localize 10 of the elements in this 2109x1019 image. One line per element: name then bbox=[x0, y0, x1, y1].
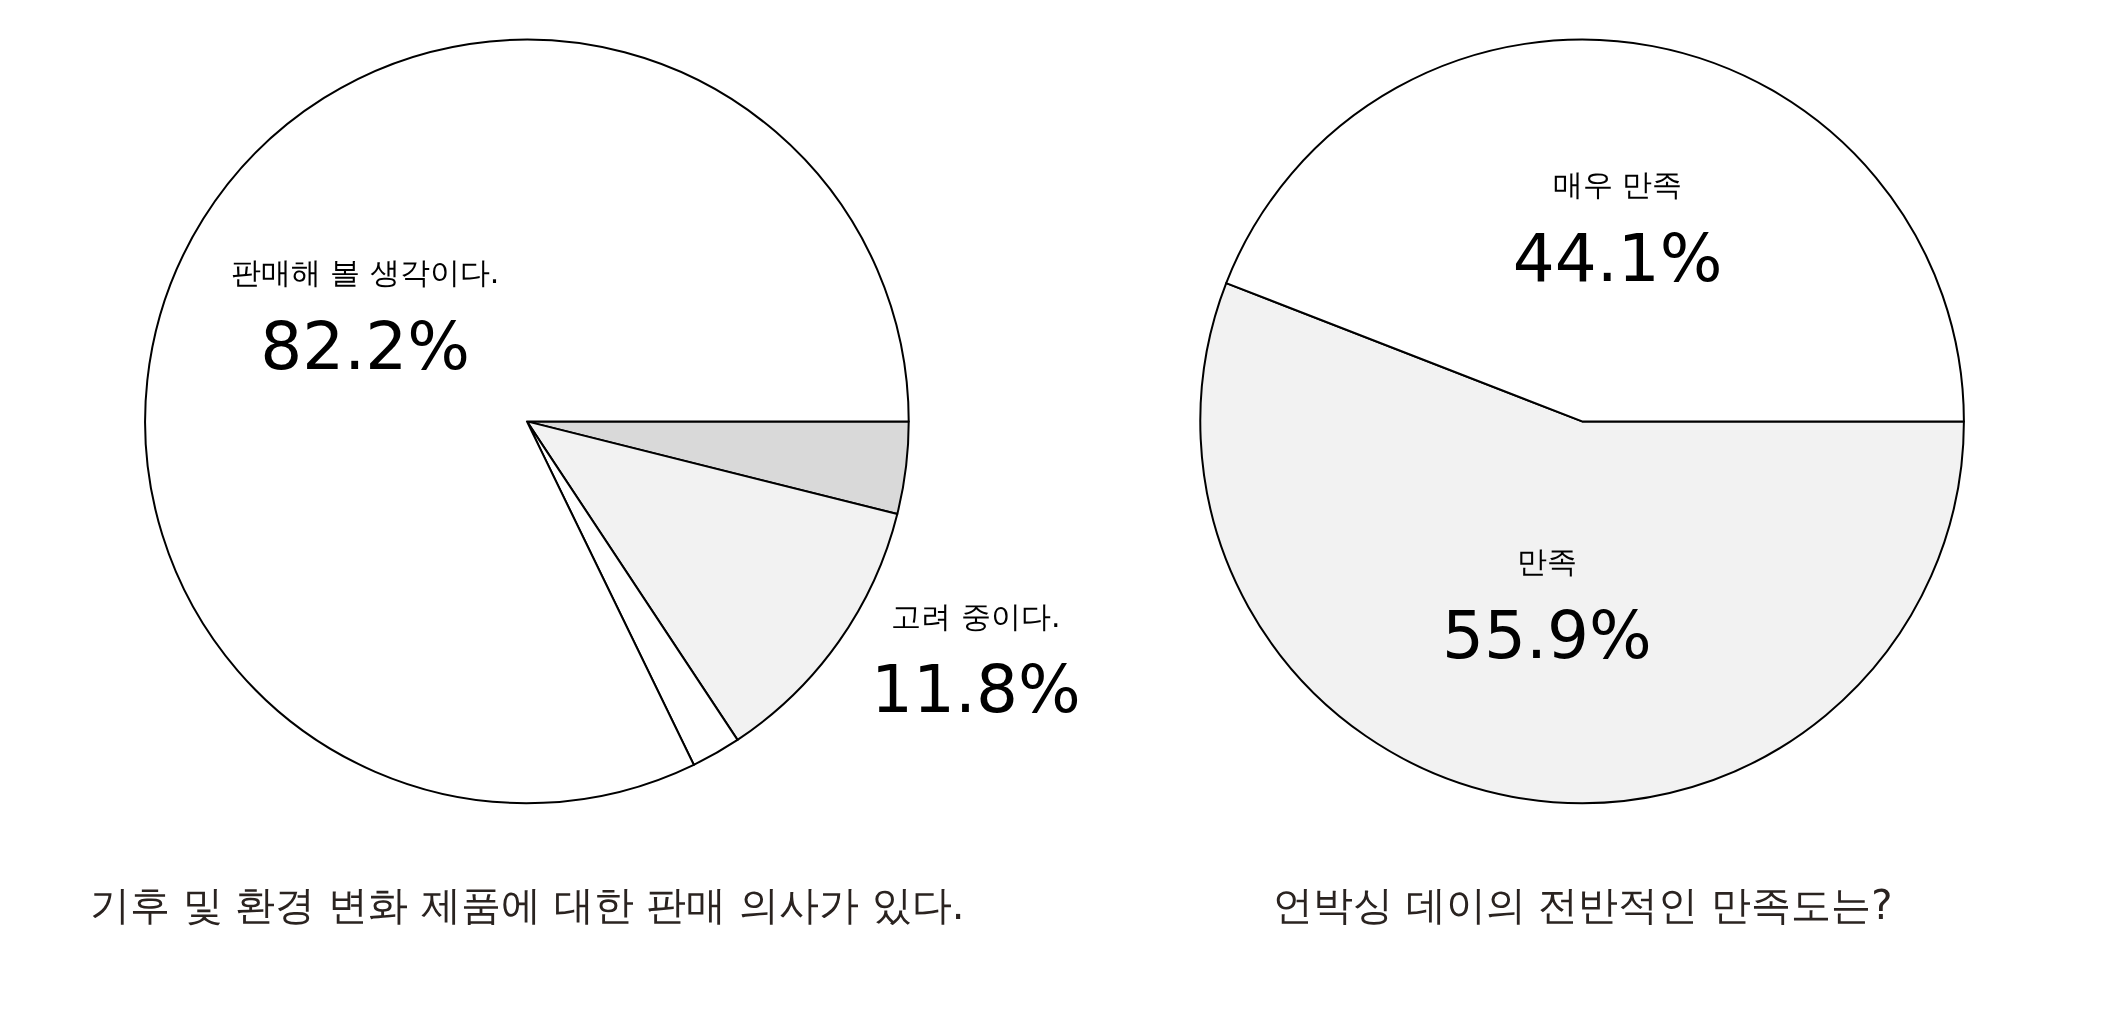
slice-label: 만족 bbox=[1516, 544, 1577, 580]
slice-label: 고려 중이다. bbox=[891, 598, 1061, 634]
slice-label: 매우 만족 bbox=[1552, 167, 1683, 203]
data-label: 82.2% bbox=[260, 308, 470, 386]
slice-label: 판매해 볼 생각이다. bbox=[230, 255, 500, 291]
data-label: 55.9% bbox=[1442, 596, 1652, 674]
data-label: 11.8% bbox=[871, 651, 1081, 729]
text: 언박싱 데이의 전반적인 만족도는? bbox=[1273, 882, 1893, 928]
text: 기후 및 환경 변화 제품에 대한 판매 의사가 있다. bbox=[90, 882, 965, 928]
data-label: 44.1% bbox=[1512, 220, 1723, 298]
